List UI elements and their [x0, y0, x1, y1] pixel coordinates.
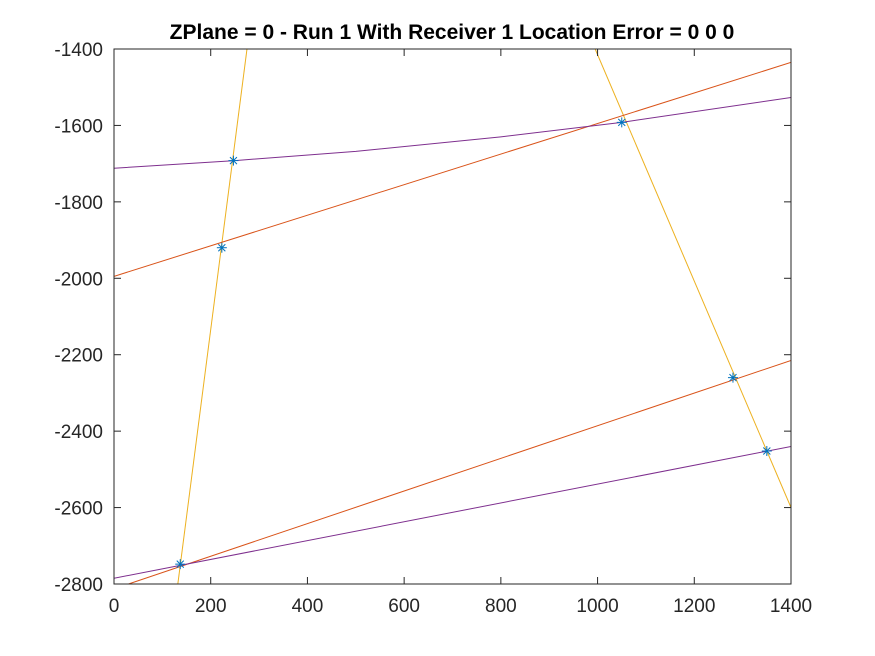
intersection-marker-2	[216, 242, 227, 253]
x-tick-label: 1200	[673, 596, 715, 617]
series-line-4	[128, 359, 791, 584]
marker-layer	[175, 117, 772, 570]
y-tick-label: -1800	[54, 193, 103, 214]
intersection-marker-4	[727, 372, 738, 383]
y-axis: -1400 -1600 -1800 -2000 -2200 -2400 -2600 -2800	[54, 40, 791, 596]
x-tick-label: 0	[109, 596, 120, 617]
y-tick-label: -1600	[54, 116, 103, 137]
y-tick-label: -2400	[54, 422, 103, 443]
series-line-5	[114, 97, 791, 169]
plot-area-frame	[113, 48, 792, 585]
y-tick-label: -2000	[54, 269, 103, 290]
intersection-marker-1	[228, 155, 239, 166]
y-tick-label: -2600	[54, 499, 103, 520]
x-tick-label: 400	[292, 596, 324, 617]
intersection-marker-5	[761, 446, 772, 457]
series-line-6	[114, 445, 791, 579]
x-tick-label: 200	[195, 596, 227, 617]
intersection-marker-6	[175, 559, 186, 570]
x-axis: 0 200 400 600 800 1000 1200 1400	[109, 49, 812, 617]
x-tick-label: 800	[485, 596, 517, 617]
series-line-3	[114, 61, 791, 277]
intersection-marker-3	[616, 117, 627, 128]
y-tick-label: -2800	[54, 575, 103, 596]
series-layer	[114, 49, 791, 584]
chart-title: ZPlane = 0 - Run 1 With Receiver 1 Locat…	[170, 21, 735, 44]
x-tick-label: 600	[388, 596, 420, 617]
x-tick-label: 1000	[576, 596, 618, 617]
x-tick-label: 1400	[770, 596, 812, 617]
y-tick-label: -2200	[54, 346, 103, 367]
series-line-2	[594, 49, 791, 508]
y-tick-label: -1400	[54, 40, 103, 61]
series-line-1	[177, 49, 248, 584]
